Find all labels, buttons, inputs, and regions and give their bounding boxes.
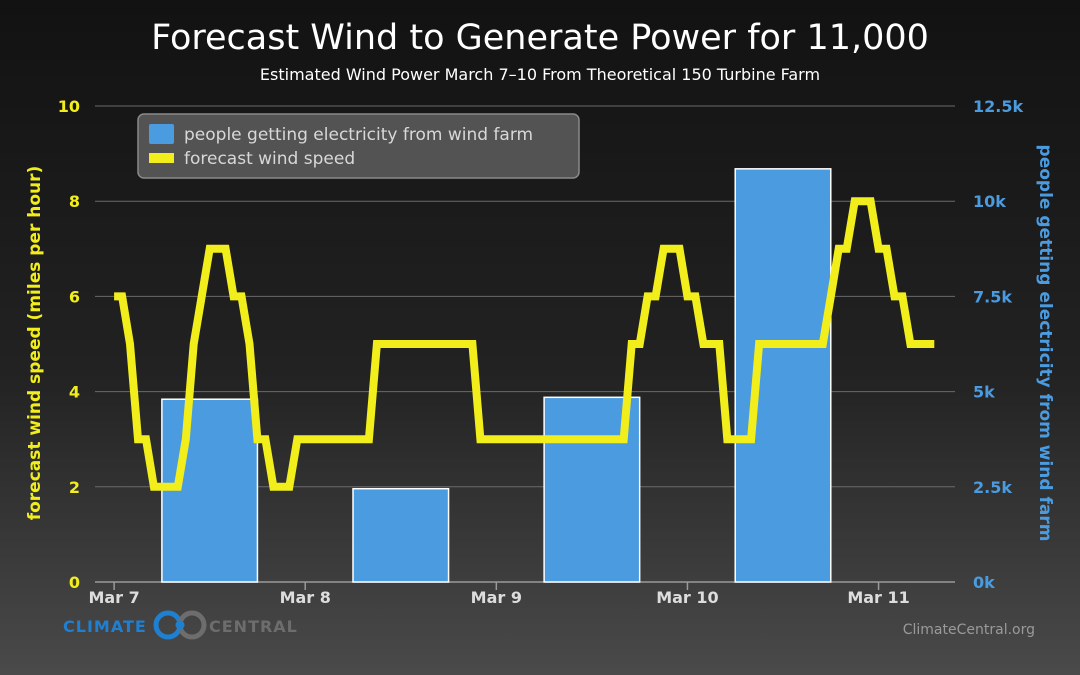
right-tick-label: 10k [973,192,1006,211]
bar-series [161,168,832,583]
legend-swatch-line [149,153,174,163]
x-axis-ticks: Mar 7 Mar 8 Mar 9 Mar 10 Mar 11 [88,582,910,607]
x-tick-label: Mar 9 [471,588,522,607]
left-axis-title: forecast wind speed (miles per hour) [25,166,45,521]
left-axis-ticks: 0 2 4 6 8 10 [58,97,80,592]
right-tick-label: 5k [973,383,995,402]
right-tick-label: 0k [973,573,995,592]
right-tick-label: 2.5k [973,478,1012,497]
x-tick-label: Mar 11 [847,588,909,607]
logo-text-central: CENTRAL [209,617,298,636]
right-axis-title: people getting electricity from wind far… [1035,145,1055,542]
logo-text-climate: CLIMATE [63,617,147,636]
line-series [114,197,935,491]
legend-label-line: forecast wind speed [184,149,355,169]
website-credit: ClimateCentral.org [903,622,1035,638]
chart-title: Forecast Wind to Generate Power for 11,0… [151,18,929,58]
left-tick-label: 8 [69,192,80,211]
left-tick-label: 4 [69,383,80,402]
power-bar [352,487,450,583]
right-tick-label: 12.5k [973,97,1023,116]
legend-box [137,113,580,179]
x-tick-label: Mar 8 [280,588,331,607]
x-tick-label: Mar 10 [656,588,718,607]
x-tick-label: Mar 7 [88,588,139,607]
legend: people getting electricity from wind far… [137,113,580,179]
left-tick-label: 6 [69,287,80,306]
left-tick-label: 0 [69,573,80,592]
left-tick-label: 10 [58,97,80,116]
chart-subtitle: Estimated Wind Power March 7–10 From The… [260,65,820,84]
legend-swatch-bars [149,124,174,144]
power-bar [734,168,832,583]
legend-label-bars: people getting electricity from wind far… [184,125,533,145]
wind-speed-line [114,197,935,491]
right-tick-label: 7.5k [973,287,1012,306]
climate-central-logo: CLIMATE CENTRAL [63,610,298,640]
left-tick-label: 2 [69,478,80,497]
logo-center-dot [175,620,185,630]
right-axis-ticks: 0k 2.5k 5k 7.5k 10k 12.5k [973,97,1023,592]
